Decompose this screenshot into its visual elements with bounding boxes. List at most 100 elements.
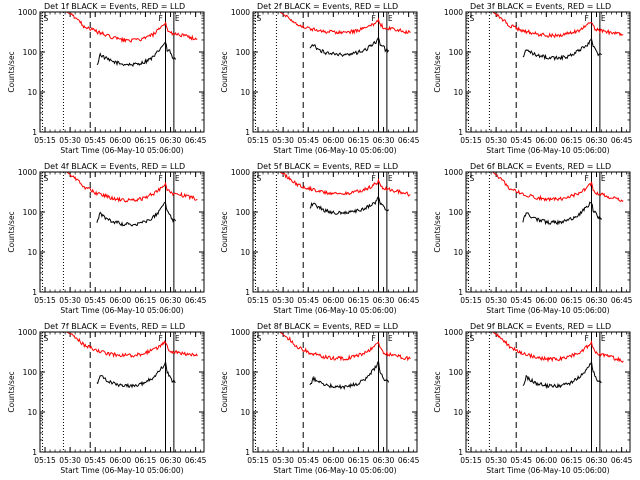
y-axis-label: Counts/sec [433,51,442,92]
x-tick-label: 06:00 [536,136,558,145]
y-tick-label: 1 [245,288,250,297]
x-tick-label: 06:45 [185,296,207,305]
y-tick-label: 1000 [444,168,463,177]
y-axis-label: Counts/sec [433,211,442,252]
x-tick-label: 06:30 [160,296,182,305]
x-tick-label: 05:30 [59,296,81,305]
x-tick-label: 05:30 [59,456,81,465]
x-tick-label: 06:30 [586,136,608,145]
x-tick-label: 05:30 [272,296,294,305]
plot-frame [39,331,205,453]
y-axis-label: Counts/sec [7,371,16,412]
detector-panel-4: Det 4f BLACK = Events, RED = LLD Counts/s… [7,162,207,315]
y-tick-label: 10 [27,408,37,417]
x-tick-label: 06:00 [323,456,345,465]
y-tick-label: 1000 [231,8,250,17]
y-tick-label: 1 [32,288,37,297]
x-tick-label: 06:45 [185,136,207,145]
plot-frame [252,331,418,453]
marker-e-label: E [601,334,606,343]
x-tick-label: 06:30 [586,296,608,305]
events-series-line [522,201,603,226]
marker-f-label: F [372,334,376,343]
x-tick-label: 05:15 [247,456,269,465]
y-tick-label: 100 [236,208,251,217]
marker-f-label: F [159,174,163,183]
marker-f-label: F [585,174,589,183]
x-tick-label: 06:15 [348,456,370,465]
x-tick-label: 06:45 [398,136,420,145]
marker-e-label: E [175,334,180,343]
x-tick-label: 05:15 [460,296,482,305]
y-axis-label: Counts/sec [7,211,16,252]
x-tick-label: 06:45 [398,456,420,465]
x-tick-label: 05:15 [247,296,269,305]
x-tick-label: 06:45 [185,456,207,465]
x-tick-label: 05:30 [485,456,507,465]
y-tick-label: 1000 [18,8,37,17]
x-tick-label: 06:15 [561,296,583,305]
x-tick-label: 05:45 [297,456,319,465]
x-tick-label: 06:30 [373,456,395,465]
x-tick-label: 05:30 [272,456,294,465]
y-tick-label: 10 [453,408,463,417]
plot-frame [252,11,418,133]
marker-e-label: E [388,174,393,183]
detector-panel-3: Det 3f BLACK = Events, RED = LLD Counts/s… [433,2,633,155]
marker-s-label: S [257,14,262,23]
x-tick-label: 06:15 [348,296,370,305]
marker-e-label: E [388,334,393,343]
x-tick-label: 06:15 [348,136,370,145]
x-tick-label: 06:30 [160,456,182,465]
x-tick-label: 05:15 [34,136,56,145]
x-tick-label: 06:00 [110,456,132,465]
x-tick-label: 05:45 [297,136,319,145]
y-tick-label: 1 [458,288,463,297]
x-tick-label: 05:45 [297,296,319,305]
x-tick-label: 06:45 [611,136,633,145]
x-axis-label: Start Time (06-May-10 05:06:00) [486,466,609,475]
y-tick-label: 100 [23,368,38,377]
y-tick-label: 100 [236,48,251,57]
events-series-line [522,361,602,390]
panel-title: Det 2f BLACK = Events, RED = LLD [257,2,398,11]
x-tick-label: 05:45 [84,456,106,465]
events-series-line [309,359,390,391]
y-tick-label: 100 [23,48,38,57]
marker-s-label: S [44,14,49,23]
panel-title: Det 4f BLACK = Events, RED = LLD [44,162,185,171]
plot-frame [465,11,631,133]
y-tick-label: 1000 [444,328,463,337]
y-tick-label: 1 [245,128,250,137]
plot-frame [465,331,631,453]
panel-title: Det 3f BLACK = Events, RED = LLD [470,2,611,11]
y-tick-label: 1000 [231,168,250,177]
y-tick-label: 100 [236,368,251,377]
plot-frame [39,171,205,293]
x-tick-label: 06:15 [135,456,157,465]
y-tick-label: 1 [458,128,463,137]
y-tick-label: 1000 [18,328,37,337]
marker-f-label: F [372,14,376,23]
y-tick-label: 10 [240,408,250,417]
x-tick-label: 06:45 [398,296,420,305]
y-tick-label: 10 [453,88,463,97]
detector-panel-2: Det 2f BLACK = Events, RED = LLD Counts/s… [220,2,420,155]
y-tick-label: 100 [449,368,464,377]
y-tick-label: 1 [32,448,37,457]
x-tick-label: 06:15 [135,136,157,145]
x-tick-label: 06:15 [561,456,583,465]
x-tick-label: 05:45 [510,456,532,465]
events-series-line [96,361,176,389]
x-axis-label: Start Time (06-May-10 05:06:00) [273,466,396,475]
y-tick-label: 10 [27,88,37,97]
detector-panel-6: Det 6f BLACK = Events, RED = LLD Counts/s… [433,162,633,315]
x-tick-label: 05:45 [510,296,532,305]
events-series-line [309,36,390,58]
y-tick-label: 10 [27,248,37,257]
marker-e-label: E [601,14,606,23]
x-tick-label: 06:45 [611,456,633,465]
x-axis-label: Start Time (06-May-10 05:06:00) [273,306,396,315]
detector-panel-9: Det 9f BLACK = Events, RED = LLD Counts/s… [433,322,633,475]
y-tick-label: 1000 [18,168,37,177]
